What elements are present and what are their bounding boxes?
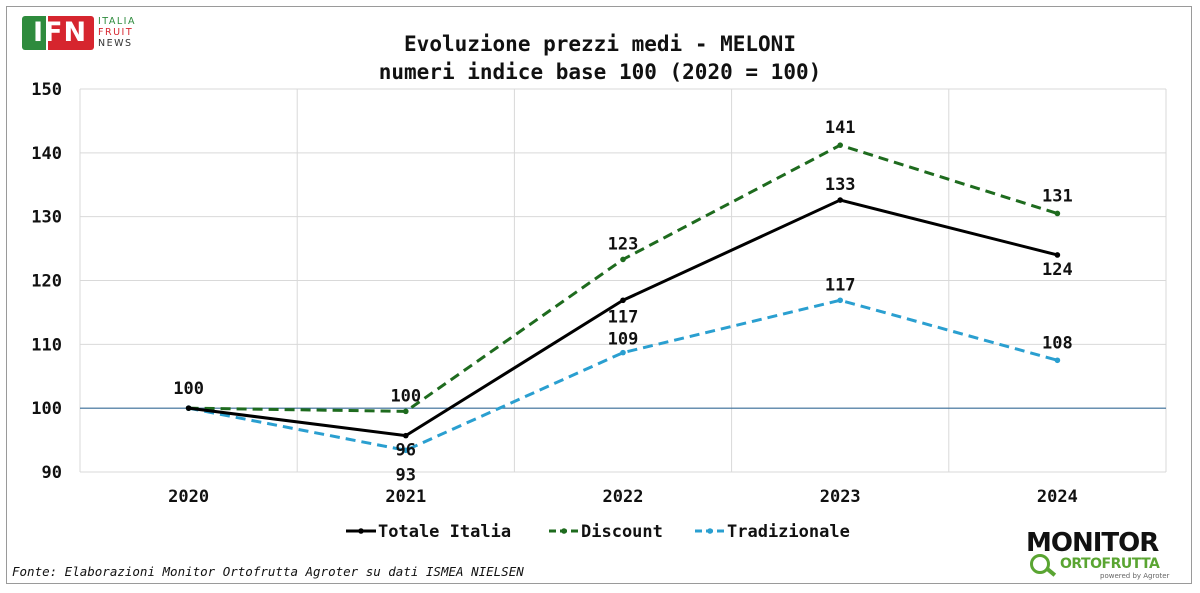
data-label: 141 [825, 118, 856, 138]
y-axis: 90 100 110 120 130 140 150 [31, 80, 62, 483]
x-tick-label: 2022 [603, 487, 644, 507]
legend: Totale Italia Discount Tradizionale [346, 522, 850, 542]
ifn-logo-text: IFN [32, 17, 88, 48]
data-label: 109 [608, 330, 639, 350]
legend-label: Discount [581, 522, 663, 542]
data-label: 117 [608, 307, 639, 327]
ifn-logo-line3: NEWS [98, 38, 133, 49]
legend-marker [707, 528, 713, 534]
magnifier-icon [1030, 554, 1050, 574]
data-labels: 100 96 117 133 124 100 123 141 131 93 109 117 108 [173, 118, 1073, 485]
data-label: 96 [396, 441, 416, 461]
data-label: 117 [825, 275, 856, 295]
ifn-logo-line1: ITALIA [98, 16, 136, 27]
legend-label: Totale Italia [378, 522, 511, 542]
data-label: 100 [390, 386, 421, 406]
data-label: 123 [608, 234, 639, 254]
chart-subtitle: numeri indice base 100 (2020 = 100) [379, 60, 822, 84]
series-point [403, 408, 409, 415]
series-point [1054, 252, 1061, 258]
series-point [403, 432, 409, 439]
y-tick-label: 110 [31, 335, 62, 355]
y-tick-label: 90 [42, 463, 62, 483]
series-point [1054, 357, 1061, 364]
series-point [185, 405, 192, 411]
data-label: 100 [173, 379, 204, 399]
series-point [403, 447, 409, 454]
series-line-discount [188, 143, 1058, 413]
ifn-logo-line2: FRUIT [98, 27, 134, 38]
x-tick-label: 2020 [168, 487, 209, 507]
series-line-tradizionale [188, 298, 1058, 452]
series-lines [185, 142, 1061, 454]
legend-label: Tradizionale [727, 522, 850, 542]
legend-marker [358, 528, 364, 534]
ifn-flag-badge [22, 16, 94, 50]
data-label: 124 [1042, 260, 1073, 280]
series-point [837, 297, 843, 304]
series-point [837, 142, 843, 148]
data-label: 133 [825, 175, 856, 195]
series-point [620, 349, 626, 356]
monitor-ortofrutta-logo: MONITOR ORTOFRUTTA powered by Agroter [1024, 528, 1184, 580]
x-axis: 2020 2021 2022 2023 2024 [168, 487, 1078, 507]
y-tick-label: 140 [31, 144, 62, 164]
chart-title: Evoluzione prezzi medi - MELONI [404, 32, 796, 56]
series-point [620, 297, 626, 304]
monitor-logo-text: MONITOR [1026, 528, 1159, 558]
x-tick-label: 2024 [1037, 487, 1078, 507]
x-tick-label: 2021 [385, 487, 426, 507]
y-tick-label: 120 [31, 272, 62, 292]
source-note: Fonte: Elaborazioni Monitor Ortofrutta A… [12, 564, 524, 579]
x-tick-label: 2023 [820, 487, 861, 507]
series-point [837, 197, 843, 203]
data-label: 93 [396, 465, 416, 485]
ifn-logo: IFN ITALIA FRUIT NEWS [22, 14, 152, 54]
chart-frame [6, 6, 1192, 584]
y-tick-label: 100 [31, 399, 62, 419]
data-label: 108 [1042, 333, 1073, 353]
series-point [620, 256, 626, 263]
monitor-logo-subtext: ORTOFRUTTA [1060, 556, 1160, 572]
data-label: 131 [1042, 186, 1073, 206]
y-tick-label: 130 [31, 208, 62, 228]
legend-marker [561, 528, 567, 534]
magnifier-handle [1045, 567, 1057, 577]
monitor-logo-powered: powered by Agroter [1100, 572, 1170, 580]
y-tick-label: 150 [31, 80, 62, 100]
series-point [1054, 210, 1061, 217]
